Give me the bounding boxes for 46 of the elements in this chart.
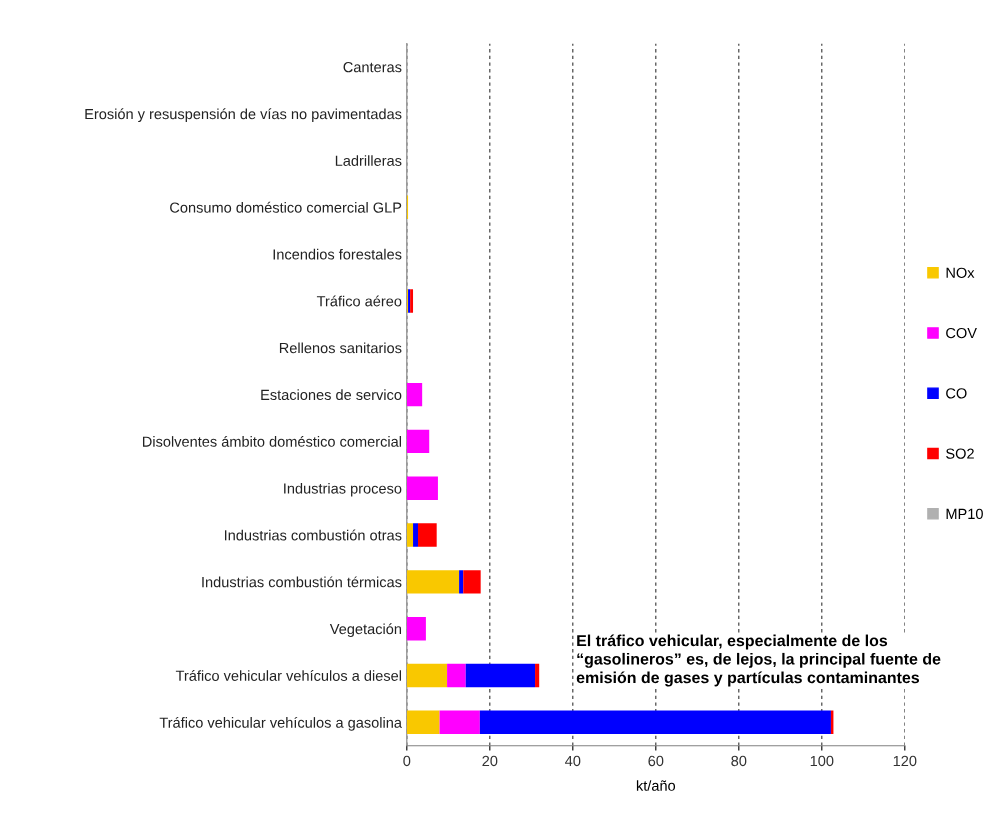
y-tick-label: Tráfico aéreo	[316, 295, 402, 307]
bar	[406, 570, 460, 594]
x-axis-title: kt/año	[636, 780, 676, 791]
y-tick-label: Canteras	[343, 61, 402, 73]
y-tick-label: Industrias combustión otras	[224, 529, 402, 541]
bar	[439, 710, 480, 735]
bar	[413, 523, 419, 547]
x-tick-label: 40	[565, 755, 581, 767]
y-tick-label: Ladrilleras	[335, 155, 402, 166]
y-tick-label: Industrias proceso	[284, 482, 402, 497]
legend-label: MP10	[946, 508, 983, 520]
x-tick-label: 120	[893, 755, 917, 767]
x-tick-label: 100	[810, 755, 834, 767]
y-tick-label: Tráfico vehicular vehículos a gasolina	[159, 716, 402, 731]
bar	[447, 663, 466, 688]
bar	[406, 429, 430, 454]
x-tick-label: 60	[648, 755, 664, 767]
bar	[459, 570, 464, 594]
legend-label: CO	[946, 388, 967, 399]
x-tick-label: 80	[731, 755, 747, 767]
y-tick-label: Industrias combustión térmicas	[202, 576, 402, 588]
y-tick-label: Consumo doméstico comercial GLP	[170, 201, 402, 213]
y-tick-label: Rellenos sanitarios	[279, 342, 402, 354]
bar	[406, 476, 438, 500]
y-tick-label: Vegetación	[329, 623, 402, 638]
bar	[463, 570, 481, 594]
bar	[406, 523, 414, 547]
y-tick-label: Disolventes ámbito doméstico comercial	[142, 435, 401, 447]
bar	[535, 663, 540, 688]
legend-label: NOx	[946, 267, 975, 278]
bar	[406, 663, 448, 688]
annotation: El tráfico vehicular, especialmente de los “gasolineros” es, de lejos, la principal fuente de emisión de gases y partículas contaminantes	[576, 634, 941, 687]
bar	[418, 523, 437, 547]
y-tick-label: Erosión y resuspensión de vías no pavimentadas	[85, 108, 402, 123]
y-tick-label: Incendios forestales	[273, 248, 402, 260]
bar	[479, 710, 831, 735]
x-tick-label: 20	[482, 755, 498, 767]
legend-label: COV	[946, 327, 977, 339]
bar	[406, 710, 440, 735]
legend-label: SO2	[946, 448, 974, 459]
bar	[406, 382, 423, 407]
bar	[465, 663, 536, 688]
y-tick-label: Tráfico vehicular vehículos a diesel	[175, 670, 401, 681]
x-tick-label: 0	[403, 755, 411, 767]
bar	[406, 616, 426, 641]
y-tick-label: Estaciones de servico	[261, 389, 402, 401]
